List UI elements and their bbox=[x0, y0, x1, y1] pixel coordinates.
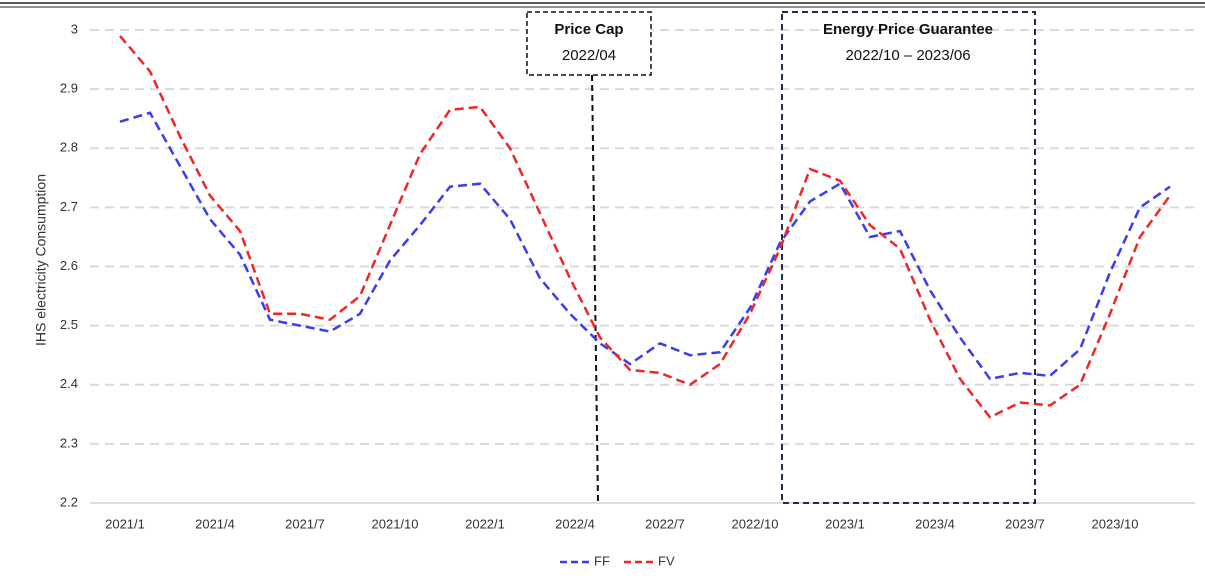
legend-label: FV bbox=[658, 553, 675, 568]
annotation-box bbox=[526, 11, 652, 76]
x-tick-label: 2021/7 bbox=[285, 516, 325, 531]
x-tick-label: 2021/10 bbox=[372, 516, 419, 531]
annotation-title: Energy Price Guarantee bbox=[823, 21, 993, 38]
x-tick-label: 2022/7 bbox=[645, 516, 685, 531]
x-tick-label: 2022/4 bbox=[555, 516, 595, 531]
y-tick-label: 3 bbox=[71, 21, 78, 36]
y-axis-label: IHS electricity Consumption bbox=[33, 174, 49, 346]
annotation-line bbox=[591, 74, 599, 504]
y-tick-label: 2.6 bbox=[60, 258, 78, 273]
x-tick-label: 2021/1 bbox=[105, 516, 145, 531]
x-tick-label: 2023/7 bbox=[1005, 516, 1045, 531]
y-tick-label: 2.2 bbox=[60, 494, 78, 509]
annotation-text: 2022/10 – 2023/06 bbox=[845, 47, 970, 64]
legend-label: FF bbox=[594, 553, 610, 568]
y-tick-label: 2.5 bbox=[60, 317, 78, 332]
annotation-box bbox=[781, 11, 1036, 504]
x-tick-label: 2023/1 bbox=[825, 516, 865, 531]
annotation-text: 2022/04 bbox=[562, 47, 616, 64]
y-tick-label: 2.4 bbox=[60, 376, 78, 391]
x-tick-label: 2021/4 bbox=[195, 516, 235, 531]
x-tick-label: 2023/10 bbox=[1092, 516, 1139, 531]
annotation-title: Price Cap bbox=[554, 21, 623, 38]
x-tick-label: 2022/1 bbox=[465, 516, 505, 531]
y-tick-label: 2.3 bbox=[60, 435, 78, 450]
series-line bbox=[119, 111, 1171, 381]
x-tick-label: 2022/10 bbox=[732, 516, 779, 531]
y-tick-label: 2.9 bbox=[60, 81, 78, 96]
y-tick-label: 2.7 bbox=[60, 199, 78, 214]
x-tick-label: 2023/4 bbox=[915, 516, 955, 531]
series-line bbox=[119, 35, 1172, 419]
y-tick-label: 2.8 bbox=[60, 140, 78, 155]
